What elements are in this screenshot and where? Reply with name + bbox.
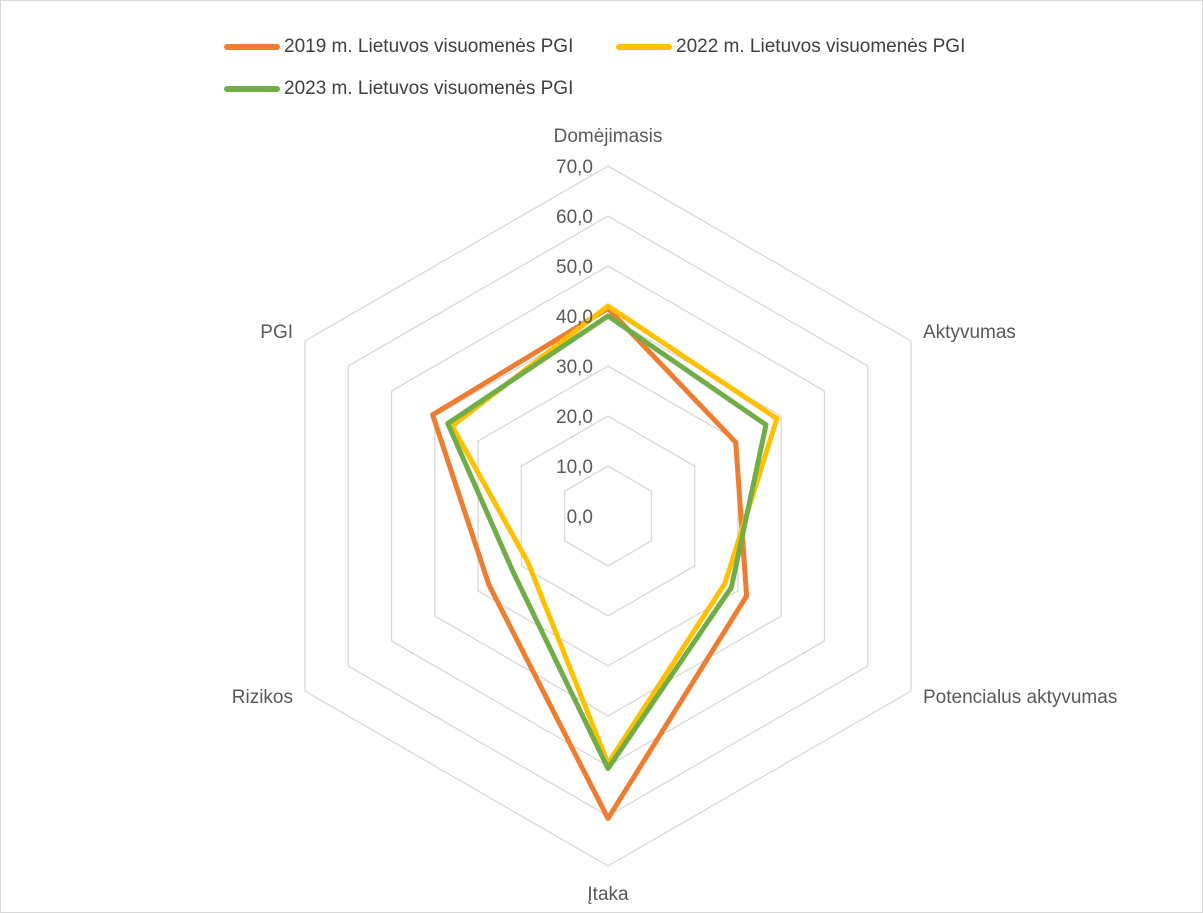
axis-label: Domėjimasis (554, 126, 663, 147)
tick-label: 0,0 (567, 507, 593, 528)
grid-ring (520, 415, 696, 617)
series-line-1 (430, 306, 750, 821)
legend-label-2022: 2022 m. Lietuvos visuomenės PGI (676, 36, 966, 57)
radar-tick-labels: 0,0 10,0 20,0 30,0 40,0 50,0 60,0 70,0 (556, 157, 593, 528)
axis-label: Rizikos (232, 687, 293, 708)
legend-label-2023: 2023 m. Lietuvos visuomenės PGI (284, 78, 574, 99)
legend-swatch-2019 (224, 44, 280, 50)
tick-label: 10,0 (556, 457, 593, 478)
legend-item-2019: 2019 m. Lietuvos visuomenės PGI (224, 36, 573, 58)
tick-label: 40,0 (556, 307, 593, 328)
grid-ring (477, 365, 739, 667)
axis-label: PGI (260, 322, 293, 343)
legend-label-2019: 2019 m. Lietuvos visuomenės PGI (284, 36, 574, 57)
tick-label: 60,0 (556, 207, 593, 228)
tick-label: 70,0 (556, 157, 593, 178)
tick-label: 50,0 (556, 257, 593, 278)
legend-swatch-2023 (224, 86, 280, 92)
radar-axis-labels: Domėjimasis Aktyvumas Potencialus aktyvuma… (232, 126, 1118, 905)
series-line-3 (445, 313, 769, 771)
axis-label: Įtaka (587, 884, 629, 905)
grid-ring (304, 165, 912, 867)
legend-item-2023: 2023 m. Lietuvos visuomenės PGI (224, 78, 573, 100)
radar-series (430, 303, 780, 821)
tick-label: 20,0 (556, 407, 593, 428)
legend-swatch-2022 (616, 44, 672, 50)
grid-ring (390, 265, 826, 767)
axis-label: Potencialus aktyvumas (923, 687, 1117, 708)
tick-label: 30,0 (556, 357, 593, 378)
axis-label: Aktyvumas (923, 322, 1016, 343)
grid-ring (564, 465, 652, 567)
legend-item-2022: 2022 m. Lietuvos visuomenės PGI (616, 36, 965, 58)
